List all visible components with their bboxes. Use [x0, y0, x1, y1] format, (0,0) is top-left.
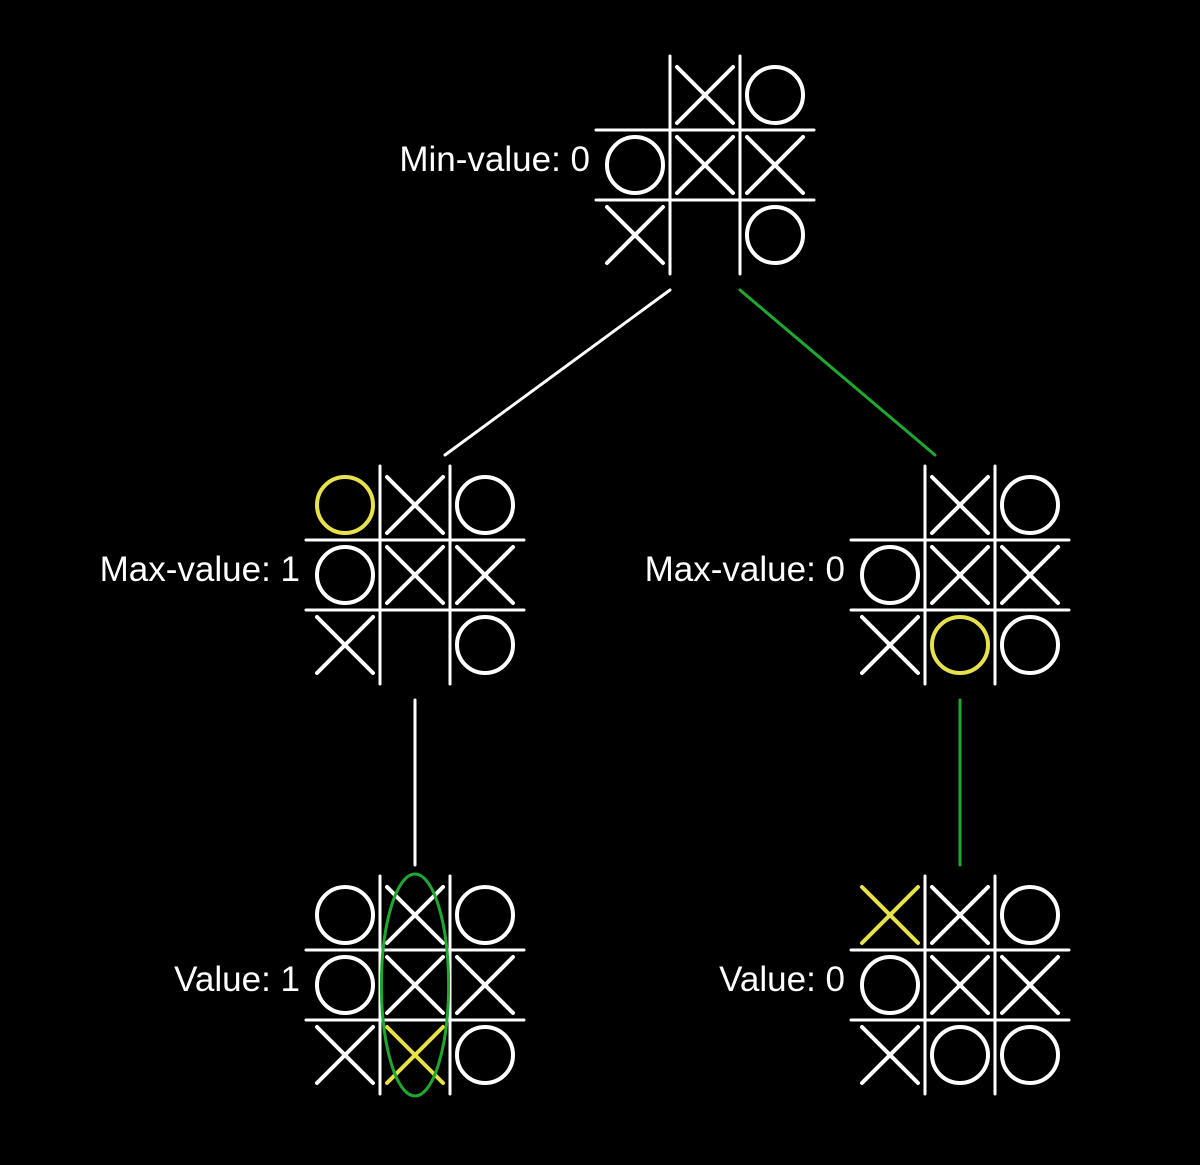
board-right-mid: [855, 470, 1065, 680]
root-label: Min-value: 0: [0, 140, 590, 180]
board-left-mid: [310, 470, 520, 680]
minimax-tree-diagram: Min-value: 0 Max-value: 1 Max-value: 0 V…: [0, 0, 1200, 1165]
board-root: [600, 60, 810, 270]
board-left-leaf: [310, 880, 520, 1090]
board-right-leaf: [855, 880, 1065, 1090]
